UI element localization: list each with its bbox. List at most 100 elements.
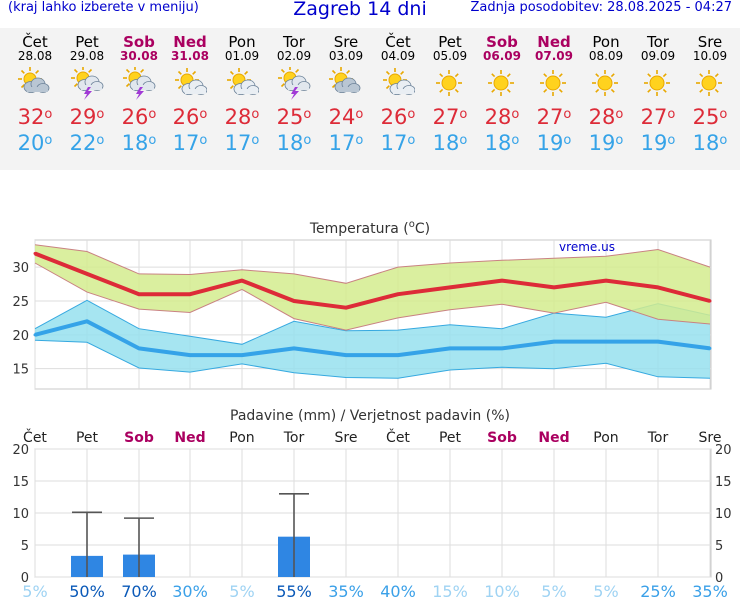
degree-sign: o	[667, 107, 676, 122]
min-temperature-value: 18	[121, 131, 149, 155]
y-tick-label-right: 5	[715, 539, 723, 554]
day-date: 09.09	[640, 49, 676, 63]
max-temperature-value: 27	[432, 105, 460, 129]
y-tick-label-left: 20	[12, 443, 29, 458]
min-temperature-value: 17	[172, 131, 200, 155]
y-tick-label-right: 0	[715, 571, 723, 586]
last-update-label: Zadnja posodobitev: 28.08.2025 - 04:27	[470, 0, 732, 15]
min-temperature: 18o	[268, 129, 320, 157]
sun-icon	[684, 67, 736, 99]
day-name: Pet	[438, 33, 462, 51]
degree-sign: o	[459, 107, 468, 122]
temperature-chart: Temperatura (oC) 15 20 25 30 vreme.us	[12, 219, 712, 390]
day-date: 05.09	[432, 49, 468, 63]
sun-cloud-icon	[164, 67, 216, 99]
day-column: Sre 10.09 25o 18o	[684, 28, 736, 157]
min-temperature-line-point	[708, 346, 712, 350]
max-temperature-value: 28	[588, 105, 616, 129]
day-date: 08.09	[588, 49, 624, 63]
location-menu-hint[interactable]: (kraj lahko izberete v meniju)	[8, 0, 199, 15]
min-temperature-value: 18	[692, 131, 720, 155]
y-tick-label-right: 15	[715, 475, 732, 490]
max-temperature-line-point	[396, 292, 400, 296]
min-temperature-line-point	[85, 319, 89, 323]
degree-sign: o	[303, 133, 312, 148]
max-temperature: 28o	[580, 105, 632, 129]
min-temperature-value: 17	[224, 131, 252, 155]
max-temperature: 28o	[476, 105, 528, 129]
day-name: Pon	[228, 33, 256, 51]
min-temperature-value: 18	[484, 131, 512, 155]
min-temperature-line	[34, 319, 711, 358]
min-temperature-value: 19	[536, 131, 564, 155]
precipitation-probability: 70%	[121, 582, 157, 600]
max-temperature: 24o	[320, 105, 372, 129]
max-temperature-line-point	[85, 272, 89, 276]
degree-sign: o	[251, 107, 260, 122]
min-temperature-line-point	[137, 346, 141, 350]
min-temperature: 17o	[216, 129, 268, 157]
thunderstorm-icon	[113, 66, 165, 100]
x-category-label: Ned	[538, 430, 569, 446]
degree-sign: o	[407, 133, 416, 148]
chart-title: Temperatura (oC)	[309, 219, 430, 237]
min-temperature-line-point	[188, 353, 192, 357]
day-date: 10.09	[692, 49, 728, 63]
day-name: Sre	[333, 33, 359, 51]
day-date: 03.09	[328, 49, 364, 63]
day-column: Pet 29.08 29o 22o	[61, 28, 113, 157]
degree-sign: o	[355, 107, 364, 122]
x-category-label: Pet	[76, 430, 99, 446]
day-name: Čet	[22, 33, 48, 51]
degree-sign: o	[511, 107, 520, 122]
degree-sign: o	[355, 133, 364, 148]
daily-forecast-strip: Čet 28.08 32o 20o Pet 29.08 29o 22o Sob 30.08 26o 1…	[0, 28, 740, 170]
day-column: Sob 06.09 28o 18o	[476, 28, 528, 157]
day-date: 02.09	[276, 49, 312, 63]
x-category-label: Tor	[647, 430, 669, 446]
y-tick-label-left: 5	[21, 539, 29, 554]
day-column: Pet 05.09 27o 18o	[424, 28, 476, 157]
min-temperature-line-point	[656, 340, 660, 344]
y-tick-label: 25	[12, 295, 29, 310]
max-temperature-value: 27	[536, 105, 564, 129]
y-tick-label: 15	[12, 363, 29, 378]
degree-sign: o	[459, 133, 468, 148]
min-temperature-value: 20	[17, 131, 45, 155]
min-temperature: 17o	[164, 129, 216, 157]
x-category-label: Sob	[487, 430, 517, 446]
min-temperature-value: 17	[328, 131, 356, 155]
x-category-label: Ned	[174, 430, 205, 446]
max-temperature-band-lower-edge	[34, 262, 711, 331]
max-temperature: 32o	[9, 105, 61, 129]
precipitation-probability: 5%	[593, 582, 618, 600]
y-tick-label-left: 10	[12, 507, 29, 522]
sun-cloud-icon	[216, 67, 268, 99]
thunderstorm-icon	[61, 66, 113, 100]
precipitation-probability: 5%	[229, 582, 254, 600]
degree-sign: o	[719, 133, 728, 148]
degree-sign: o	[615, 133, 624, 148]
max-temperature: 29o	[61, 105, 113, 129]
min-temperature-line-point	[292, 346, 296, 350]
min-temperature: 18o	[113, 129, 165, 157]
partly-cloudy-icon	[9, 67, 61, 99]
day-name: Sre	[697, 33, 723, 51]
precipitation-chart: Padavine (mm) / Verjetnost padavin (%) Če…	[12, 408, 732, 600]
min-temperature: 18o	[684, 129, 736, 157]
max-temperature-band-upper-edge	[34, 244, 711, 284]
sun-icon	[580, 67, 632, 99]
degree-sign: o	[615, 107, 624, 122]
min-temperature-line-point	[500, 346, 504, 350]
precipitation-probability: 55%	[276, 582, 312, 600]
max-temperature-line-point	[137, 292, 141, 296]
max-temperature-value: 24	[328, 105, 356, 129]
max-temperature-line-point	[708, 299, 712, 303]
day-name: Tor	[647, 33, 669, 51]
day-name: Čet	[385, 33, 411, 51]
min-temperature-line-point	[344, 353, 348, 357]
day-name: Ned	[537, 33, 571, 51]
day-name: Pet	[75, 33, 99, 51]
min-temperature-line-point	[604, 340, 608, 344]
watermark-label: vreme.us	[559, 240, 615, 254]
